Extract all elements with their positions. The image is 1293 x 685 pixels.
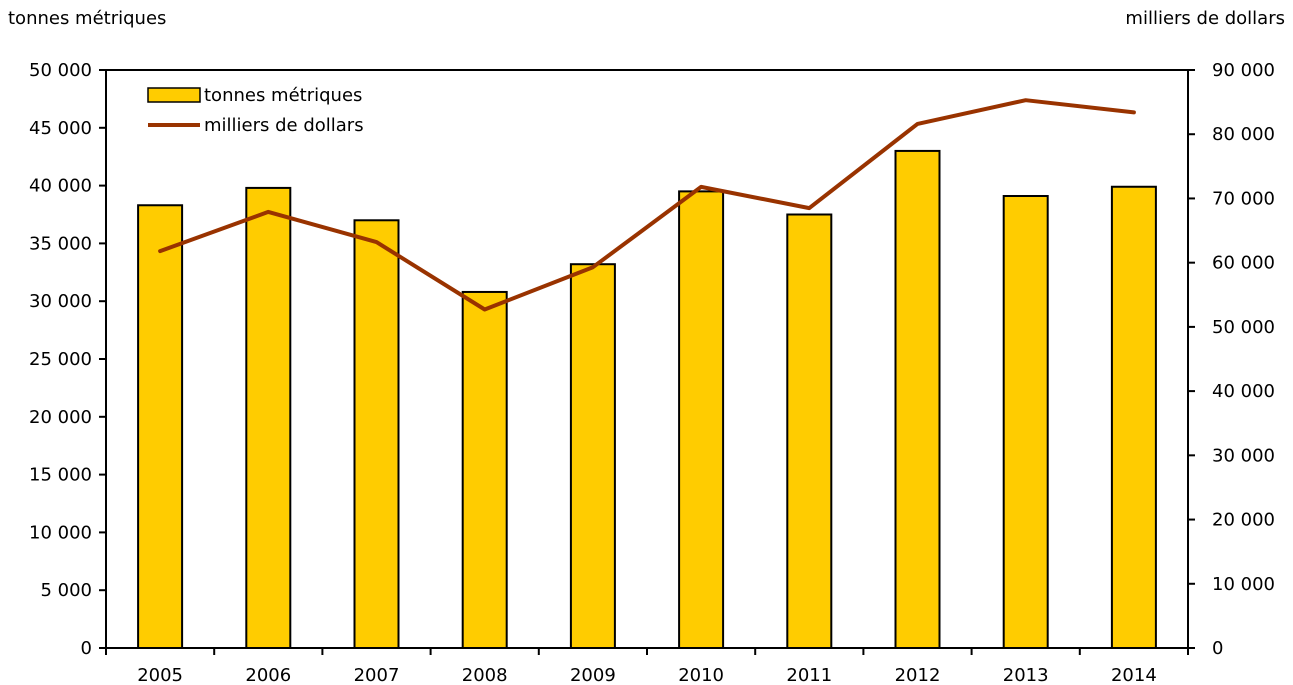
x-axis-tick-label: 2014 xyxy=(1111,665,1157,685)
bar-2008 xyxy=(461,290,508,649)
right-axis-tick-label: 10 000 xyxy=(1212,574,1275,595)
right-axis-tick-label: 90 000 xyxy=(1212,60,1275,81)
right-axis-tick-label: 50 000 xyxy=(1212,317,1275,338)
right-axis-tick-label: 40 000 xyxy=(1212,381,1275,402)
x-axis-tick-label: 2008 xyxy=(462,665,508,685)
x-axis-tick-label: 2007 xyxy=(354,665,400,685)
right-axis-unit-label: milliers de dollars xyxy=(1125,8,1285,29)
x-axis-tick-label: 2005 xyxy=(137,665,183,685)
right-axis-tick-label: 30 000 xyxy=(1212,445,1275,466)
left-axis-tick-label: 45 000 xyxy=(29,118,92,139)
x-axis-tick-label: 2012 xyxy=(895,665,941,685)
bar-2011 xyxy=(786,213,833,649)
left-axis-tick-label: 30 000 xyxy=(29,291,92,312)
left-axis-tick-label: 35 000 xyxy=(29,233,92,254)
bar-2009 xyxy=(569,263,616,649)
x-axis-tick-label: 2010 xyxy=(678,665,724,685)
left-axis-tick-label: 10 000 xyxy=(29,522,92,543)
left-axis-tick-label: 20 000 xyxy=(29,407,92,428)
x-axis-tick-label: 2013 xyxy=(1003,665,1049,685)
legend-swatch-tonnes-metriques xyxy=(147,87,201,103)
bar-2012 xyxy=(894,149,941,649)
right-axis-tick-label: 80 000 xyxy=(1212,124,1275,145)
right-axis-tick-label: 20 000 xyxy=(1212,510,1275,531)
bar-2006 xyxy=(245,186,292,650)
right-axis-tick-label: 60 000 xyxy=(1212,253,1275,274)
x-axis-tick-label: 2009 xyxy=(570,665,616,685)
line-series-milliers-de-dollars xyxy=(158,98,1136,312)
left-axis-tick-label: 50 000 xyxy=(29,60,92,81)
x-axis-tick-label: 2006 xyxy=(245,665,291,685)
right-axis-tick-label: 70 000 xyxy=(1212,188,1275,209)
right-axis-tick-label: 0 xyxy=(1212,638,1223,659)
left-axis-tick-label: 25 000 xyxy=(29,349,92,370)
bar-2010 xyxy=(678,190,725,649)
x-axis-tick-label: 2011 xyxy=(786,665,832,685)
legend-label-tonnes-metriques: tonnes métriques xyxy=(204,85,362,106)
bar-2005 xyxy=(137,204,184,649)
left-axis-tick-label: 0 xyxy=(81,638,92,659)
bar-2007 xyxy=(353,219,400,649)
left-axis-tick-label: 40 000 xyxy=(29,176,92,197)
left-axis-unit-label: tonnes métriques xyxy=(8,8,167,29)
left-axis-tick-label: 15 000 xyxy=(29,465,92,486)
legend-label-milliers-de-dollars: milliers de dollars xyxy=(204,115,364,136)
bar-2014 xyxy=(1110,185,1157,649)
left-axis-tick-label: 5 000 xyxy=(40,580,92,601)
bar-2013 xyxy=(1002,195,1049,649)
